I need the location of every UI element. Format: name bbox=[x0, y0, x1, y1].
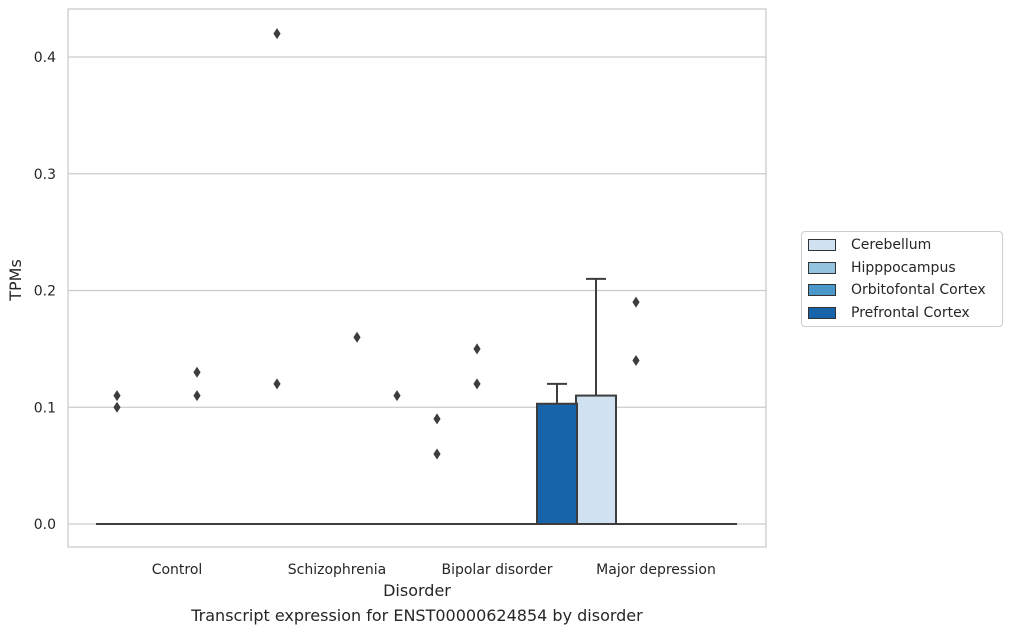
y-tick-label: 0.3 bbox=[34, 167, 56, 183]
legend-item-orbitofrontal-cortex: Orbitofontal Cortex bbox=[808, 281, 986, 299]
outlier-point bbox=[393, 390, 401, 402]
outlier-point bbox=[273, 28, 281, 40]
box bbox=[536, 402, 578, 525]
x-tick-label: Major depression bbox=[596, 562, 716, 578]
legend-swatch-prefrontal-cortex bbox=[808, 307, 836, 319]
legend-item-hippocampus: Hipppocampus bbox=[808, 259, 956, 277]
legend-label: Orbitofontal Cortex bbox=[851, 282, 986, 298]
legend-label: Hipppocampus bbox=[851, 260, 956, 276]
y-tick-label: 0.4 bbox=[34, 50, 56, 66]
outlier-point bbox=[353, 331, 361, 343]
outlier-point bbox=[273, 378, 281, 390]
box-plot-series bbox=[96, 28, 737, 526]
x-tick-label: Bipolar disorder bbox=[441, 562, 552, 578]
outlier-point bbox=[632, 296, 640, 308]
outlier-point bbox=[113, 390, 121, 402]
y-tick-labels: 0.0 0.1 0.2 0.3 0.4 bbox=[34, 50, 56, 533]
outlier-point bbox=[433, 413, 441, 425]
outlier-point bbox=[113, 401, 121, 413]
legend: Cerebellum Hipppocampus Orbitofontal Cor… bbox=[801, 231, 1003, 327]
y-axis-label: TPMs bbox=[6, 259, 25, 302]
plot-frame bbox=[67, 8, 767, 548]
legend-label: Prefrontal Cortex bbox=[851, 305, 970, 321]
legend-swatch-hippocampus bbox=[808, 262, 836, 274]
x-tick-labels: Control Schizophrenia Bipolar disorder Majo… bbox=[152, 562, 716, 578]
x-tick-label: Schizophrenia bbox=[288, 562, 386, 578]
y-tick-label: 0.2 bbox=[34, 284, 56, 300]
legend-swatch-orbitofrontal-cortex bbox=[808, 284, 836, 296]
box bbox=[575, 394, 617, 526]
outlier-point bbox=[473, 378, 481, 390]
outlier-point bbox=[193, 390, 201, 402]
y-tick-label: 0.0 bbox=[34, 517, 56, 533]
x-axis-label: Disorder bbox=[383, 581, 451, 600]
outlier-point bbox=[473, 343, 481, 355]
y-gridlines bbox=[68, 56, 766, 525]
outlier-point bbox=[193, 366, 201, 378]
legend-item-cerebellum: Cerebellum bbox=[808, 236, 931, 254]
x-tick-label: Control bbox=[152, 562, 203, 578]
legend-item-prefrontal-cortex: Prefrontal Cortex bbox=[808, 304, 970, 322]
legend-label: Cerebellum bbox=[851, 237, 932, 253]
legend-swatch-cerebellum bbox=[808, 239, 836, 251]
outlier-point bbox=[433, 448, 441, 460]
outlier-point bbox=[632, 355, 640, 367]
y-tick-label: 0.1 bbox=[34, 400, 56, 416]
chart-caption: Transcript expression for ENST0000062485… bbox=[191, 606, 643, 625]
